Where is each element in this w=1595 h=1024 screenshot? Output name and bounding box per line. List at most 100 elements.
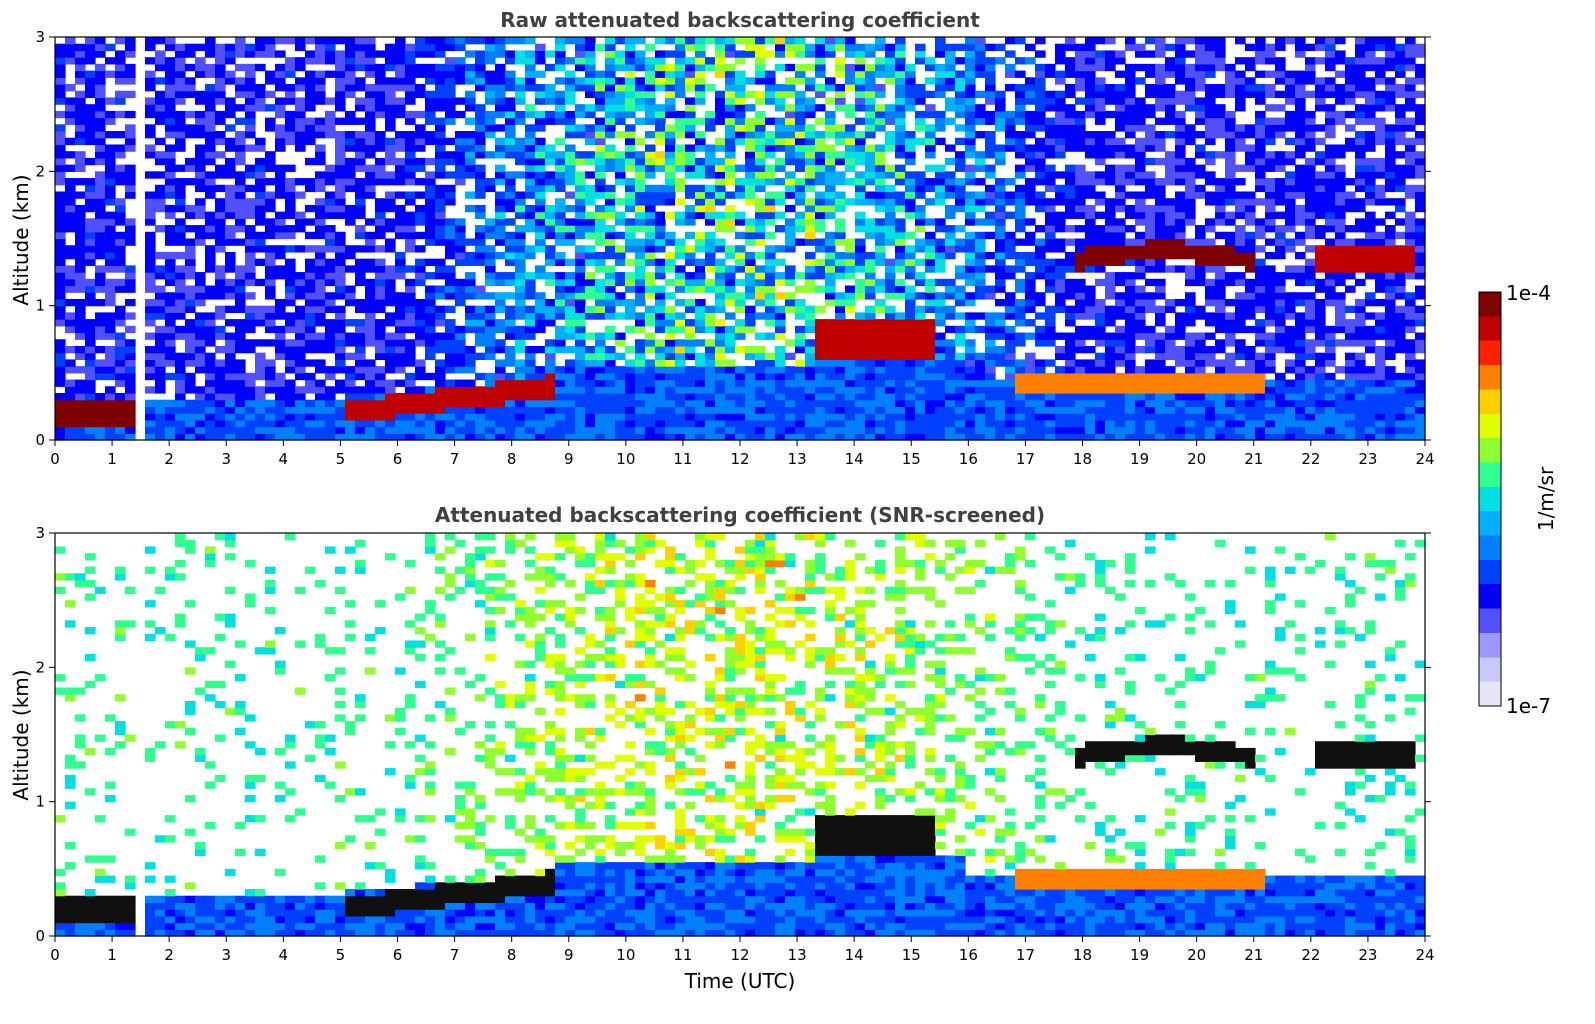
- heatmap-cell: [655, 225, 666, 233]
- heatmap-cell: [905, 258, 916, 266]
- heatmap-cell: [435, 386, 446, 394]
- heatmap-cell: [585, 399, 596, 408]
- heatmap-cell: [435, 433, 446, 441]
- heatmap-cell: [195, 298, 206, 307]
- heatmap-cell: [145, 433, 156, 441]
- heatmap-cell: [995, 319, 1006, 327]
- heatmap-cell: [365, 332, 376, 340]
- heatmap-cell: [1095, 258, 1106, 266]
- heatmap-cell: [165, 110, 176, 119]
- heatmap-cell: [935, 184, 946, 193]
- heatmap-cell: [175, 50, 186, 58]
- heatmap-cell: [1015, 110, 1026, 119]
- heatmap-cell: [305, 426, 316, 434]
- heatmap-cell: [455, 406, 466, 414]
- heatmap-cell: [265, 218, 276, 226]
- heatmap-cell: [685, 211, 696, 219]
- heatmap-cell: [255, 319, 266, 327]
- heatmap-cell: [885, 345, 896, 354]
- heatmap-cell: [615, 57, 626, 65]
- heatmap-cell: [155, 90, 166, 99]
- heatmap-cell: [495, 305, 506, 313]
- heatmap-cell: [1075, 204, 1086, 213]
- heatmap-cell: [255, 97, 266, 105]
- heatmap-cell: [255, 359, 266, 367]
- heatmap-cell: [1085, 366, 1096, 374]
- heatmap-cell: [125, 231, 136, 240]
- heatmap-cell: [605, 231, 616, 240]
- heatmap-cell: [1065, 57, 1076, 65]
- heatmap-cell: [825, 251, 836, 260]
- heatmap-cell: [695, 184, 706, 193]
- heatmap-cell: [875, 164, 886, 172]
- heatmap-cell: [305, 312, 316, 320]
- heatmap-cell: [735, 37, 746, 45]
- heatmap-cell: [255, 43, 266, 52]
- heatmap-cell: [825, 171, 836, 179]
- heatmap-cell: [355, 392, 366, 401]
- heatmap-cell: [695, 171, 706, 179]
- heatmap-cell: [625, 178, 636, 186]
- heatmap-cell: [925, 90, 936, 99]
- heatmap-cell: [1105, 90, 1116, 99]
- heatmap-cell: [1005, 272, 1016, 280]
- heatmap-cell: [1055, 345, 1066, 354]
- heatmap-cell: [915, 90, 926, 99]
- heatmap-cell: [695, 265, 706, 273]
- heatmap-cell: [755, 285, 766, 293]
- heatmap-cell: [1075, 278, 1086, 287]
- heatmap-cell: [445, 57, 456, 65]
- heatmap-cell: [665, 164, 676, 172]
- heatmap-cell: [145, 245, 156, 253]
- heatmap-cell: [795, 70, 806, 78]
- heatmap-cell: [155, 413, 166, 421]
- heatmap-cell: [435, 292, 446, 300]
- heatmap-cell: [745, 164, 756, 172]
- heatmap-cell: [695, 164, 706, 172]
- heatmap-cell: [215, 359, 226, 367]
- heatmap-cell: [795, 305, 806, 313]
- heatmap-cell: [875, 251, 886, 260]
- heatmap-cell: [85, 57, 96, 65]
- heatmap-cell: [175, 379, 186, 387]
- heatmap-cell: [735, 426, 746, 434]
- heatmap-cell: [585, 124, 596, 132]
- heatmap-cell: [795, 124, 806, 132]
- heatmap-cell: [1085, 406, 1096, 414]
- heatmap-cell: [275, 426, 286, 434]
- heatmap-cell: [995, 419, 1006, 428]
- heatmap-cell: [465, 37, 476, 45]
- heatmap-cell: [1095, 131, 1106, 139]
- heatmap-cell: [1055, 305, 1066, 313]
- heatmap-cell: [975, 372, 986, 381]
- heatmap-cell: [95, 399, 106, 408]
- heatmap-cell: [635, 84, 646, 92]
- heatmap-cell: [1045, 426, 1056, 434]
- heatmap-cell: [935, 278, 946, 287]
- heatmap-cell: [735, 251, 746, 260]
- heatmap-cell: [835, 379, 846, 387]
- heatmap-cell: [435, 124, 446, 132]
- heatmap-cell: [795, 184, 806, 193]
- heatmap-cell: [375, 339, 386, 347]
- heatmap-cell: [205, 131, 216, 139]
- heatmap-cell: [985, 198, 996, 206]
- heatmap-cell: [695, 272, 706, 280]
- heatmap-cell: [595, 292, 606, 300]
- heatmap-cell: [1105, 366, 1116, 374]
- heatmap-cell: [225, 305, 236, 313]
- heatmap-cell: [105, 211, 116, 219]
- heatmap-cell: [1115, 258, 1126, 266]
- heatmap-cell: [755, 251, 766, 260]
- heatmap-cell: [405, 171, 416, 179]
- heatmap-cell: [265, 258, 276, 266]
- heatmap-cell: [185, 77, 196, 85]
- heatmap-cell: [175, 419, 186, 428]
- heatmap-cell: [1075, 332, 1086, 340]
- heatmap-cell: [425, 345, 436, 354]
- heatmap-cell: [585, 332, 596, 340]
- heatmap-cell: [1085, 131, 1096, 139]
- heatmap-cell: [915, 124, 926, 132]
- heatmap-cell: [525, 191, 536, 199]
- heatmap-cell: [405, 413, 416, 421]
